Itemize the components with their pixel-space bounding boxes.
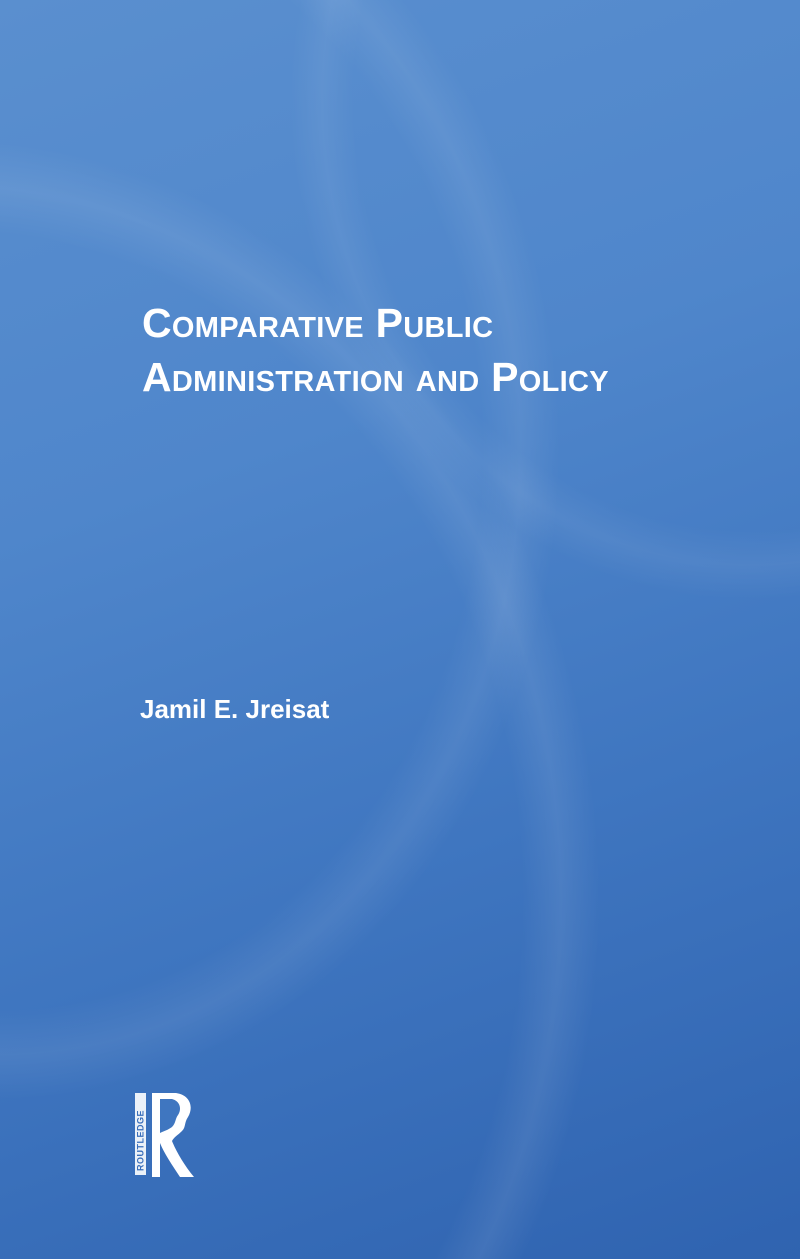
book-title: Comparative Public Administration and Po…	[142, 296, 609, 404]
title-line-1: Comparative Public	[142, 300, 494, 346]
svg-text:ROUTLEDGE: ROUTLEDGE	[136, 1110, 146, 1171]
title-line-2: Administration and Policy	[142, 354, 609, 400]
author-name: Jamil E. Jreisat	[140, 694, 330, 724]
routledge-logo-icon: ROUTLEDGE	[135, 1093, 194, 1177]
